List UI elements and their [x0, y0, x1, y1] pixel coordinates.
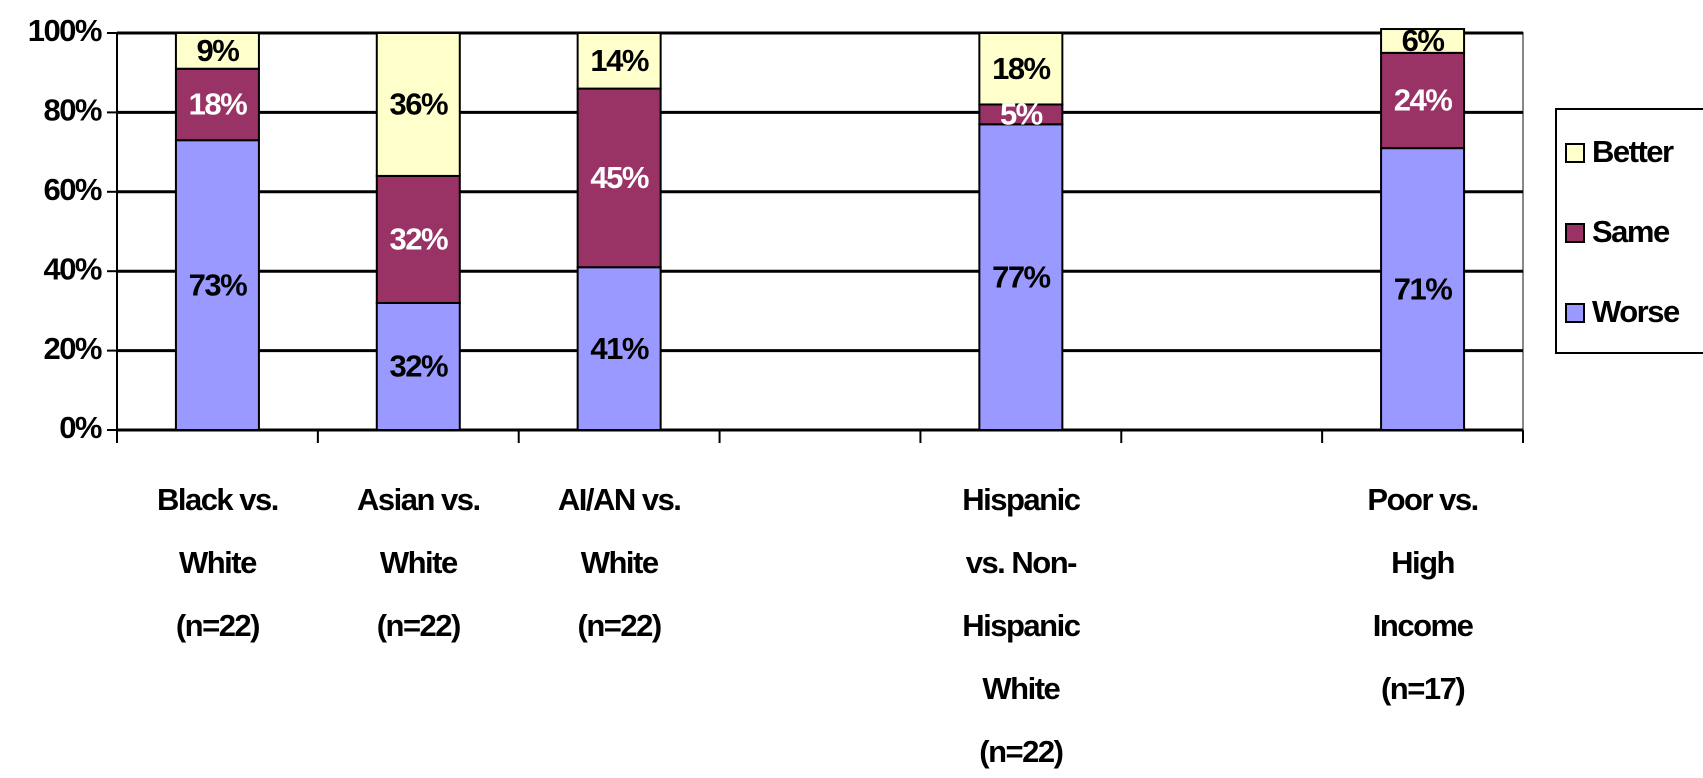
data-label: 71% [1394, 271, 1452, 306]
data-label: 45% [590, 160, 648, 195]
x-tick-label: (n=17) [1381, 671, 1464, 706]
x-tick-label: Asian vs. [357, 482, 480, 517]
x-tick-label: White [380, 545, 458, 580]
x-tick-label: Black vs. [157, 482, 278, 517]
data-label: 5% [1000, 97, 1043, 132]
y-tick-label: 20% [43, 331, 101, 366]
legend-swatch [1565, 143, 1585, 163]
legend-swatch [1565, 223, 1585, 243]
data-label: 18% [189, 87, 247, 122]
data-label: 41% [590, 331, 648, 366]
x-tick-label: White [982, 671, 1060, 706]
data-label: 32% [390, 349, 448, 384]
data-label: 73% [189, 267, 247, 302]
y-tick-label: 80% [43, 93, 101, 128]
legend-swatch [1565, 303, 1585, 323]
x-tick-label: (n=22) [176, 608, 259, 643]
data-label: 36% [390, 87, 448, 122]
bar-segment [576, 266, 662, 432]
bar-segment [576, 32, 662, 90]
x-tick-label: High [1391, 545, 1454, 580]
bar-segment [375, 174, 461, 304]
bar-segment [1380, 147, 1466, 431]
bar-segment [978, 123, 1064, 431]
data-label: 9% [197, 33, 240, 68]
data-label: 32% [390, 222, 448, 257]
data-label: 77% [992, 259, 1050, 294]
x-tick-label: vs. Non- [966, 545, 1077, 580]
data-label: 18% [992, 51, 1050, 86]
x-tick-label: Income [1373, 608, 1474, 643]
data-label: 6% [1402, 23, 1445, 58]
bar-segment [1380, 51, 1466, 150]
x-tick-label: White [581, 545, 659, 580]
bar-segment [174, 32, 260, 70]
y-tick-label: 0% [59, 410, 102, 445]
x-tick-label: (n=22) [578, 608, 661, 643]
y-tick-label: 40% [43, 251, 101, 286]
legend-label: Same [1592, 214, 1670, 249]
y-tick-label: 60% [43, 172, 101, 207]
bar-segment [174, 139, 260, 431]
x-tick-label: (n=22) [979, 734, 1062, 769]
bar-segment [978, 32, 1064, 106]
y-tick-label: 100% [28, 13, 102, 48]
data-label: 24% [1394, 83, 1452, 118]
x-tick-label: Poor vs. [1367, 482, 1477, 517]
bar-segment [375, 32, 461, 177]
plot-frame [116, 32, 1524, 431]
x-tick-label: White [179, 545, 257, 580]
legend-label: Worse [1592, 294, 1680, 329]
x-tick-label: Hispanic [962, 482, 1080, 517]
x-tick-label: AI/AN vs. [558, 482, 681, 517]
x-tick-label: Hispanic [962, 608, 1080, 643]
x-tick-label: (n=22) [377, 608, 460, 643]
bar-segment [1380, 28, 1466, 54]
legend-label: Better [1592, 134, 1674, 169]
data-label: 14% [590, 43, 648, 78]
